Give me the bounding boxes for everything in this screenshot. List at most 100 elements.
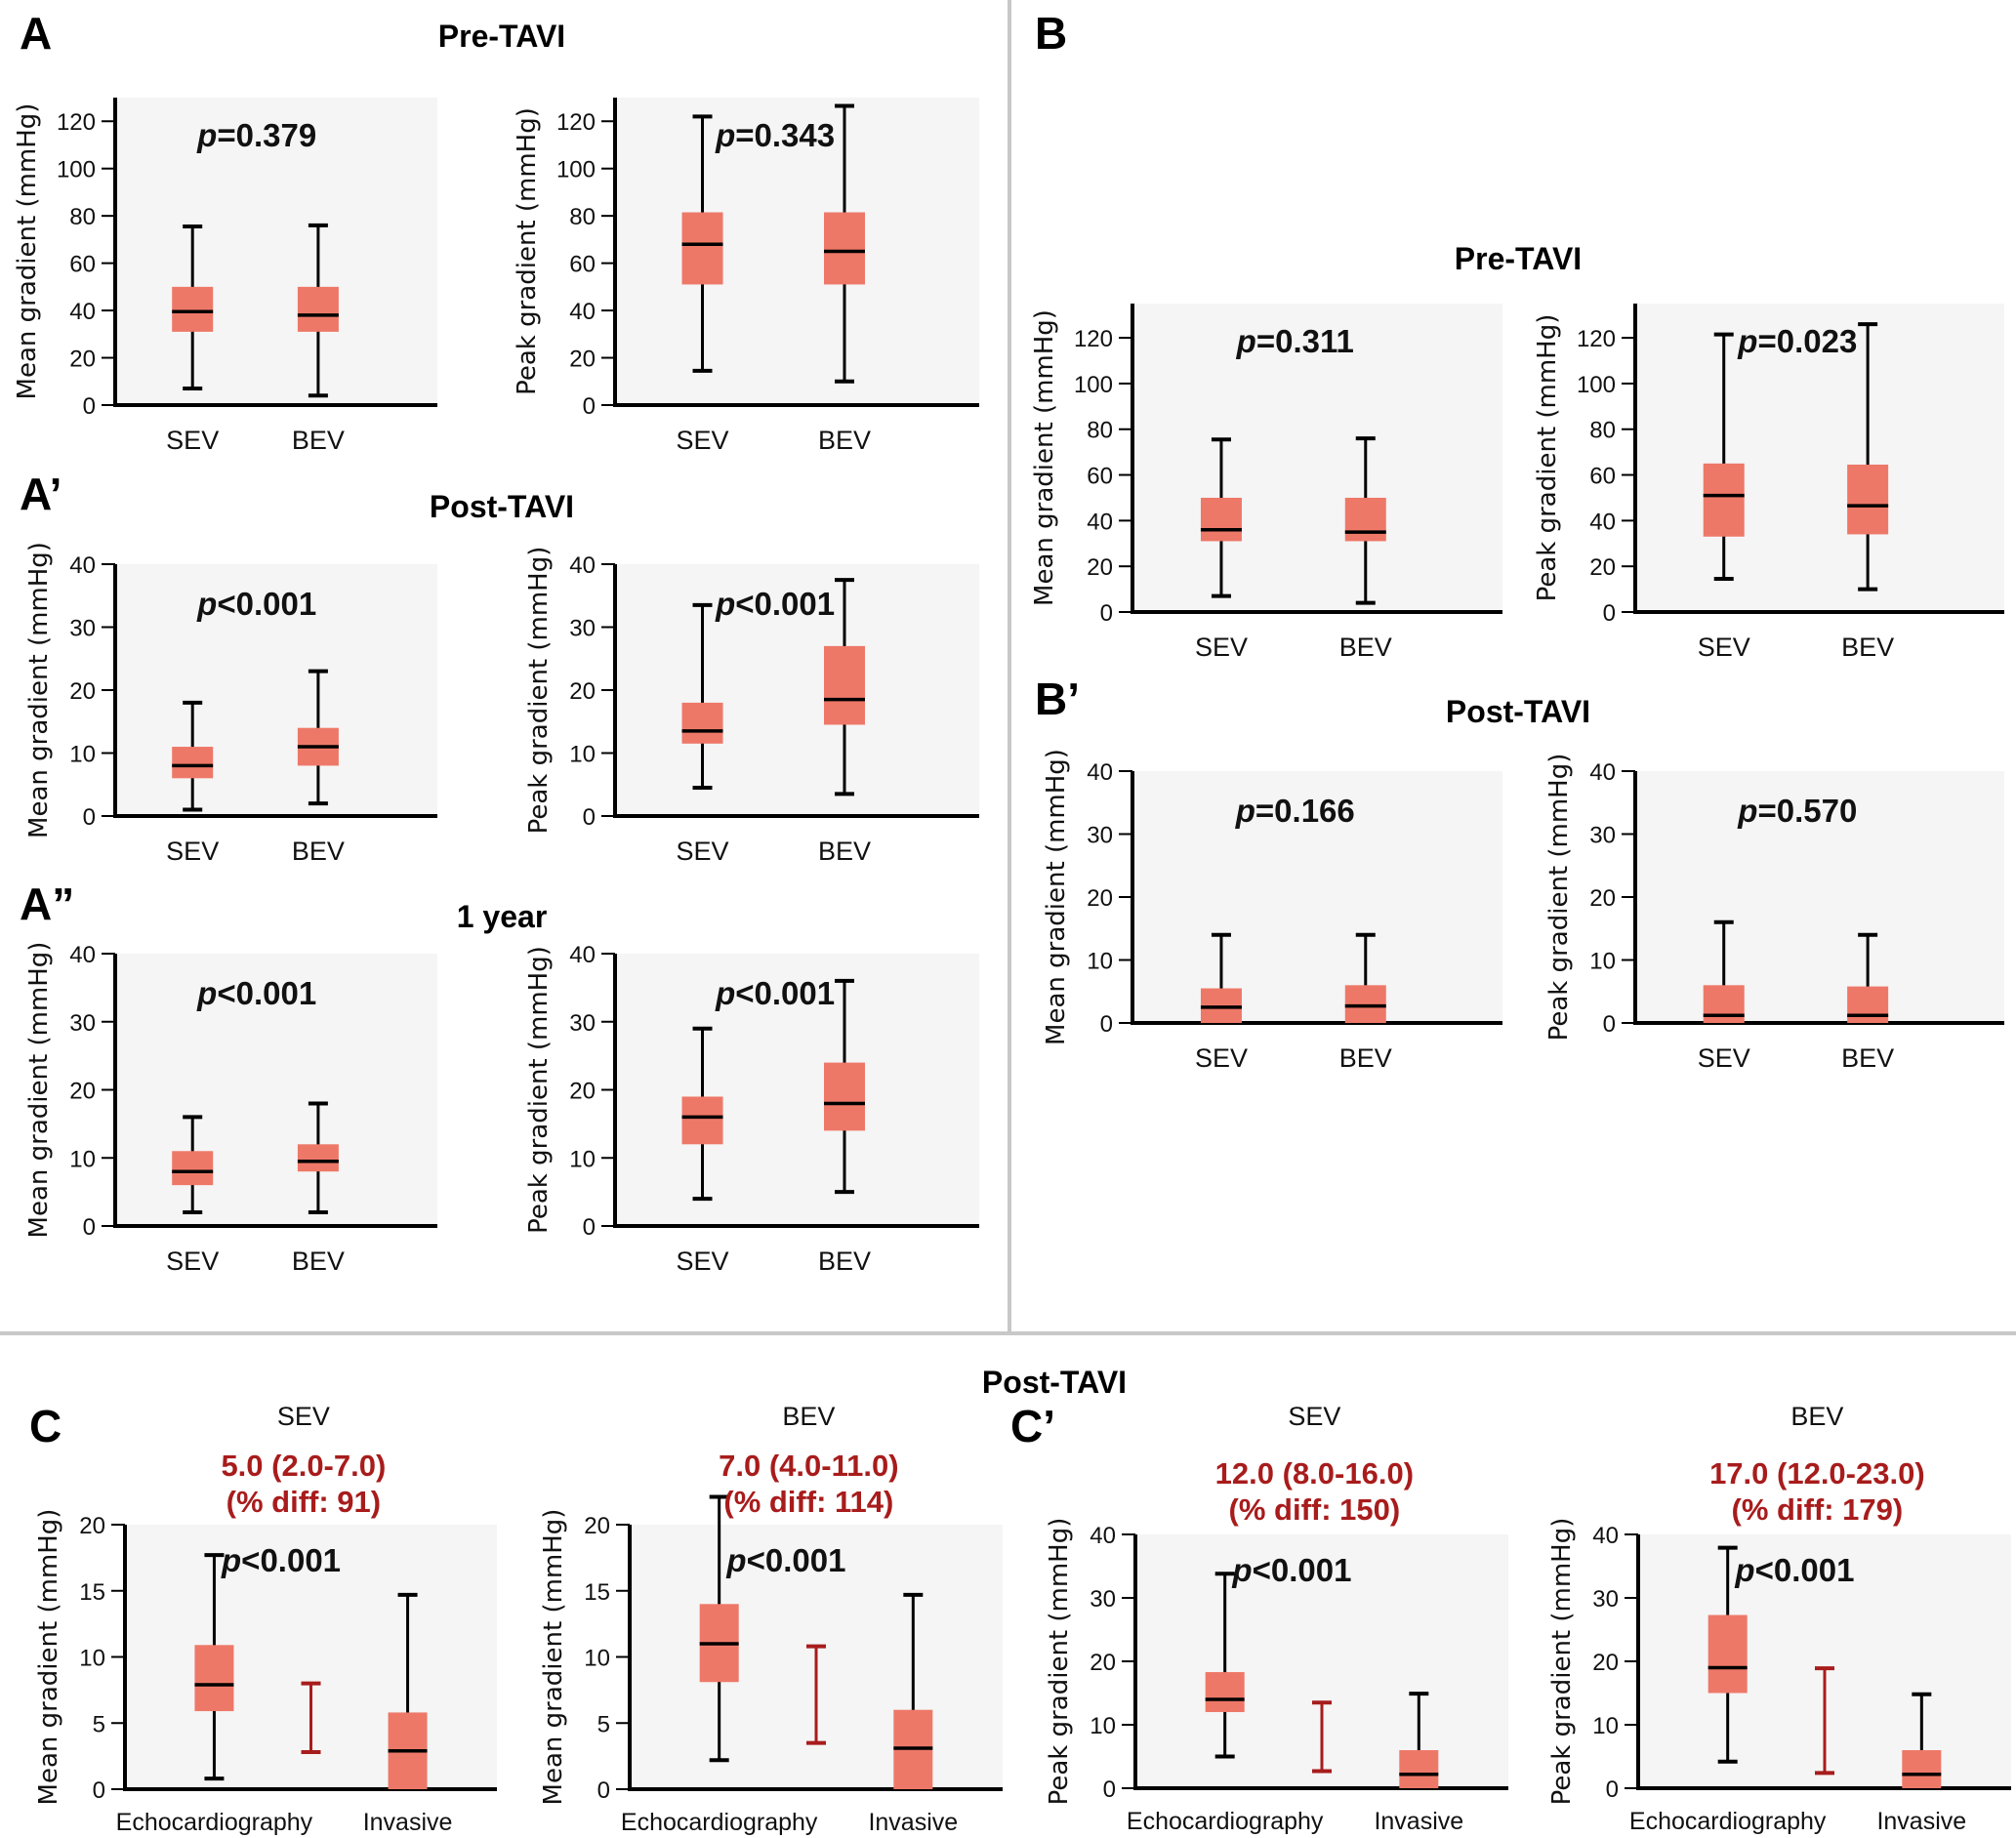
p-value: =0.379 — [217, 117, 316, 153]
iqr-box — [1902, 1750, 1942, 1788]
p-value-label: p=0.379 — [196, 117, 316, 153]
chart-A-peak-post: 0 10 20 30 40 Peak gradient (mmHg) SEV BEV p<0.0… — [524, 547, 979, 866]
p-value-label: p=0.311 — [1236, 323, 1354, 359]
plot-background — [115, 954, 437, 1226]
x-category-label: BEV — [818, 837, 871, 866]
iqr-box — [823, 645, 865, 725]
p-value: <0.001 — [735, 975, 835, 1011]
box-echocardiography — [699, 1494, 739, 1763]
y-tick-label: 20 — [569, 1079, 596, 1105]
box-sev — [1703, 919, 1745, 1023]
iqr-box — [172, 747, 214, 779]
chart-A-peak-pre: 0 20 40 60 80 100 120 Peak gradient (mmHg) SEV BE… — [513, 98, 979, 455]
y-tick-label: 80 — [1589, 418, 1616, 444]
y-tick-label: 10 — [569, 1146, 596, 1172]
chart-A-mean-post: 0 10 20 30 40 Mean gradient (mmHg) SEV BEV p<0.0… — [24, 542, 437, 866]
p-symbol: p — [196, 117, 217, 153]
box-bev — [1847, 322, 1889, 592]
iqr-box — [194, 1645, 234, 1712]
p-symbol: p — [1235, 793, 1255, 829]
chart-B-peak-post: 0 10 20 30 40 Peak gradient (mmHg) SEV BEV p=0.5… — [1544, 754, 2004, 1073]
difference-summary-line: 7.0 (4.0-11.0) — [719, 1449, 898, 1483]
y-tick-label: 60 — [569, 252, 596, 278]
box-invasive — [1902, 1692, 1942, 1788]
y-tick-label: 10 — [569, 742, 596, 768]
y-axis-title: Mean gradient (mmHg) — [539, 1509, 568, 1806]
panel-label-b: B — [1035, 8, 1067, 59]
panel-label-b-prime: B’ — [1035, 674, 1080, 724]
p-value: =0.023 — [1757, 323, 1857, 359]
p-value: =0.570 — [1757, 793, 1857, 829]
x-category-label: SEV — [166, 1246, 219, 1276]
box-bev — [297, 223, 339, 398]
section-title-a-prime: Post-TAVI — [430, 489, 574, 524]
p-value-label: p<0.001 — [1231, 1552, 1351, 1588]
box-bev — [297, 1101, 339, 1215]
iqr-box — [1205, 1672, 1245, 1712]
y-tick-label: 15 — [79, 1579, 105, 1606]
iqr-box — [681, 212, 723, 285]
box-echocardiography — [1205, 1572, 1245, 1759]
y-tick-label: 20 — [69, 347, 96, 373]
y-axis-title: Peak gradient (mmHg) — [524, 547, 554, 835]
difference-summary-line: (% diff: 114) — [723, 1485, 893, 1519]
y-tick-label: 20 — [584, 1513, 610, 1539]
difference-interval — [806, 1644, 826, 1745]
section-title-b-prime: Post-TAVI — [1446, 694, 1590, 729]
p-value-label: p=0.023 — [1737, 323, 1857, 359]
p-symbol: p — [1734, 1552, 1754, 1588]
p-symbol: p — [725, 1542, 746, 1578]
iqr-box — [172, 286, 214, 332]
y-axis-title: Mean gradient (mmHg) — [24, 942, 54, 1239]
box-bev — [1344, 932, 1386, 1023]
section-title-a-double-prime: 1 year — [457, 899, 548, 934]
y-tick-label: 40 — [569, 552, 596, 579]
y-tick-label: 100 — [1577, 372, 1616, 398]
p-value: <0.001 — [217, 975, 316, 1011]
y-axis-title: Mean gradient (mmHg) — [13, 103, 42, 400]
iqr-box — [1847, 986, 1889, 1023]
box-bev — [823, 578, 865, 796]
iqr-box — [297, 1144, 339, 1172]
p-value-label: p=0.343 — [715, 117, 835, 153]
p-value-label: p<0.001 — [715, 975, 835, 1011]
y-tick-label: 40 — [1090, 1523, 1116, 1549]
y-axis-title: Peak gradient (mmHg) — [524, 946, 554, 1234]
p-symbol: p — [1737, 323, 1757, 359]
difference-summary-line: (% diff: 179) — [1732, 1492, 1904, 1527]
y-tick-label: 30 — [1087, 823, 1113, 849]
x-category-label: SEV — [677, 426, 729, 455]
p-value: <0.001 — [735, 586, 835, 622]
difference-summary-line: 17.0 (12.0-23.0) — [1709, 1456, 1925, 1491]
p-symbol: p — [196, 975, 217, 1011]
x-category-label: Echocardiography — [1127, 1808, 1324, 1835]
y-tick-label: 40 — [69, 942, 96, 968]
p-value-label: p<0.001 — [725, 1542, 845, 1578]
y-tick-label: 30 — [69, 616, 96, 642]
y-tick-label: 40 — [569, 299, 596, 325]
x-category-label: Echocardiography — [621, 1809, 818, 1836]
box-sev — [172, 700, 214, 812]
x-category-label: BEV — [292, 837, 345, 866]
iqr-box — [681, 1096, 723, 1145]
y-tick-label: 60 — [69, 252, 96, 278]
x-category-label: SEV — [677, 837, 729, 866]
y-tick-label: 30 — [569, 1010, 596, 1037]
y-tick-label: 10 — [1090, 1713, 1116, 1739]
plot-background — [1635, 304, 2004, 612]
p-symbol: p — [715, 586, 735, 622]
chart-C-mean-BEV: 0 5 10 15 20 Mean gradient (mmHg) Echocardiogr… — [539, 1402, 1003, 1836]
box-sev — [1703, 332, 1745, 582]
p-symbol: p — [715, 117, 735, 153]
y-tick-label: 40 — [1592, 1523, 1619, 1549]
x-category-label: Echocardiography — [1629, 1808, 1827, 1835]
y-tick-label: 10 — [1589, 949, 1616, 975]
y-tick-label: 0 — [583, 393, 596, 420]
p-symbol: p — [196, 586, 217, 622]
x-category-label: Invasive — [1374, 1808, 1463, 1835]
y-tick-label: 60 — [1087, 464, 1113, 490]
y-tick-label: 20 — [69, 678, 96, 705]
p-value: <0.001 — [747, 1542, 846, 1578]
